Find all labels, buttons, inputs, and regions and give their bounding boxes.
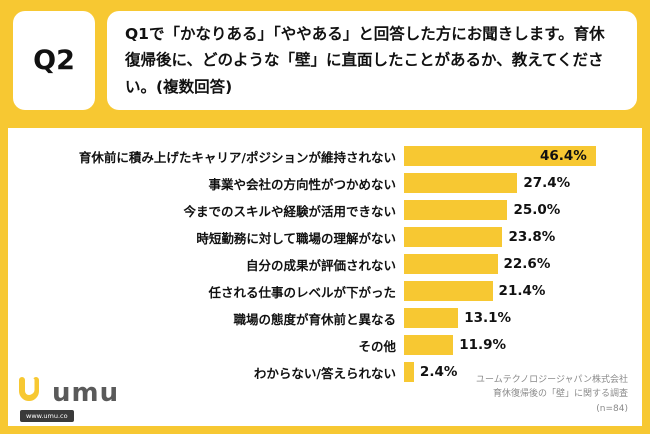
value-label: 46.4% <box>540 148 587 164</box>
bar <box>404 308 459 328</box>
bar-row: その他 11.9% <box>8 335 642 355</box>
bar-track: 11.9% <box>404 335 642 355</box>
bar-track: 13.1% <box>404 308 642 328</box>
bar-row: 育休前に積み上げたキャリア/ポジションが維持されない 46.4% <box>8 146 642 166</box>
bar <box>404 227 503 247</box>
bar-row: 事業や会社の方向性がつかめない 27.4% <box>8 173 642 193</box>
category-label: わからない/答えられない <box>253 365 396 381</box>
bar-row: 時短勤務に対して職場の理解がない 23.8% <box>8 227 642 247</box>
category-label: 時短勤務に対して職場の理解がない <box>196 230 396 246</box>
value-label: 13.1% <box>464 310 512 326</box>
bar <box>404 173 518 193</box>
bar-row: わからない/答えられない 2.4% <box>8 362 642 382</box>
umu-logo-icon <box>18 377 48 409</box>
bar-row: 職場の態度が育休前と異なる 13.1% <box>8 308 642 328</box>
bar-track: 23.8% <box>404 227 642 247</box>
bar-track: 2.4% <box>404 362 642 382</box>
bar <box>404 335 454 355</box>
umu-logo: umu www.umu.co <box>18 377 119 422</box>
bar-track: 22.6% <box>404 254 642 274</box>
bar-row: 任される仕事のレベルが下がった 21.4% <box>8 281 642 301</box>
category-label: 事業や会社の方向性がつかめない <box>208 176 396 192</box>
credit-line-sample: (n=84) <box>596 403 628 414</box>
bar-track: 21.4% <box>404 281 642 301</box>
category-label: 今までのスキルや経験が活用できない <box>183 203 396 219</box>
question-text: Q1で「かなりある」「ややある」と回答した方にお聞きします。育休復帰後に、どのよ… <box>107 11 637 111</box>
bar-track: 46.4% <box>404 146 642 166</box>
header: Q2 Q1で「かなりある」「ややある」と回答した方にお聞きします。育休復帰後に、… <box>0 0 650 111</box>
credit-line-company: ユームテクノロジージャパン株式会社 <box>475 374 628 385</box>
value-label: 25.0% <box>513 202 561 218</box>
category-label: 自分の成果が評価されない <box>245 257 396 273</box>
category-label: 職場の態度が育休前と異なる <box>233 311 396 327</box>
value-label: 11.9% <box>459 337 507 353</box>
bar-track: 25.0% <box>404 200 642 220</box>
bar-rows: 育休前に積み上げたキャリア/ポジションが維持されない 46.4% 事業や会社の方向性… <box>8 128 642 382</box>
question-text-content: Q1で「かなりある」「ややある」と回答した方にお聞きします。育休復帰後に、どのよ… <box>125 25 605 96</box>
value-label: 27.4% <box>523 175 571 191</box>
umu-logo-mark: umu <box>18 377 119 409</box>
value-label: 21.4% <box>498 283 546 299</box>
value-label: 22.6% <box>503 256 551 272</box>
value-label: 23.8% <box>508 229 556 245</box>
survey-credit: ユームテクノロジージャパン株式会社 育休復帰後の「壁」に関する調査 (n=84) <box>476 373 628 416</box>
bar <box>404 146 596 166</box>
bar-row: 自分の成果が評価されない 22.6% <box>8 254 642 274</box>
bar-row: 今までのスキルや経験が活用できない 25.0% <box>8 200 642 220</box>
question-number-badge: Q2 <box>13 11 95 111</box>
bar-track: 27.4% <box>404 173 642 193</box>
credit-line-survey: 育休復帰後の「壁」に関する調査 <box>492 389 628 400</box>
value-label: 2.4% <box>419 364 458 380</box>
umu-logo-text: umu <box>52 378 120 408</box>
bar <box>404 254 498 274</box>
chart-panel: 育休前に積み上げたキャリア/ポジションが維持されない 46.4% 事業や会社の方向性… <box>8 128 642 426</box>
category-label: 育休前に積み上げたキャリア/ポジションが維持されない <box>78 149 396 165</box>
category-label: 任される仕事のレベルが下がった <box>208 284 396 300</box>
bar <box>404 200 508 220</box>
bar <box>404 362 414 382</box>
category-label: その他 <box>358 338 396 354</box>
umu-logo-url: www.umu.co <box>20 410 74 422</box>
bar <box>404 281 493 301</box>
